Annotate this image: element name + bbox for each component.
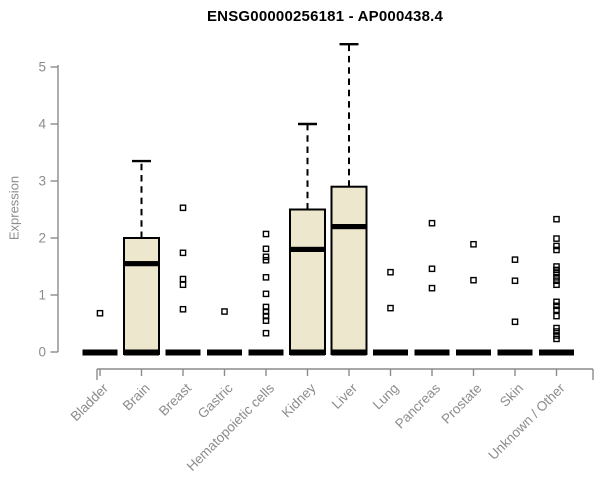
outlier-point [179, 249, 187, 257]
y-tick-label: 1 [38, 288, 46, 303]
outlier-point [553, 266, 560, 274]
box-iqr [330, 185, 368, 355]
outlier-point [262, 256, 270, 264]
outlier-point [553, 306, 560, 314]
outlier-point [553, 332, 560, 339]
zero-value-bar [290, 349, 325, 356]
outlier-point [262, 253, 270, 261]
zero-value-bar [124, 349, 159, 356]
x-tick-label: Kidney [279, 380, 319, 420]
zero-value-bar [165, 349, 201, 356]
outlier-point [553, 335, 560, 343]
outlier-point [553, 274, 560, 281]
outlier-point [553, 215, 560, 223]
box-iqr [123, 237, 160, 355]
x-tick-label: Prostate [438, 381, 484, 427]
chart-title: ENSG00000256181 - AP000438.4 [206, 8, 444, 25]
outlier-point [553, 242, 560, 250]
x-tick-label: Breast [156, 380, 194, 418]
outlier-point [428, 265, 436, 273]
outlier-point [387, 268, 394, 276]
y-tick-label: 0 [38, 345, 46, 360]
outlier-point [553, 263, 560, 270]
outlier-point [511, 256, 519, 263]
x-tick-label: Lung [370, 381, 402, 413]
median-line [291, 246, 324, 252]
outlier-point [553, 277, 560, 285]
outlier-point [553, 312, 560, 320]
zero-value-bar [373, 349, 408, 356]
zero-value-bar [248, 349, 284, 356]
zero-value-bar [414, 349, 450, 356]
outlier-point [179, 281, 187, 289]
x-tick-label: Skin [497, 381, 526, 410]
outlier-point [553, 235, 560, 242]
outlier-point [179, 275, 187, 283]
outlier-point [428, 219, 436, 227]
zero-value-bar [497, 349, 533, 356]
outlier-point [511, 318, 519, 326]
y-tick-label: 2 [38, 231, 46, 246]
zero-value-bar [456, 349, 491, 356]
outlier-point [179, 305, 187, 313]
outlier-point [179, 204, 187, 212]
x-tick-label: Pancreas [392, 380, 443, 431]
y-tick-label: 5 [38, 60, 46, 75]
x-tick-label: Liver [329, 380, 361, 412]
outlier-point [262, 245, 270, 253]
outlier-point [262, 230, 270, 238]
zero-value-bar [207, 349, 242, 356]
outlier-point [553, 324, 560, 332]
outlier-point [470, 276, 477, 284]
x-tick-label: Bladder [68, 380, 112, 424]
outlier-point [221, 308, 228, 315]
outlier-point [262, 317, 270, 324]
x-tick-label: Unknown / Other [485, 380, 568, 463]
outlier-point [553, 281, 560, 289]
outlier-point [553, 246, 560, 254]
outlier-point [262, 290, 270, 298]
outlier-point [262, 274, 270, 281]
outlier-point [262, 329, 270, 337]
outlier-point [96, 309, 104, 317]
zero-value-bar [331, 349, 367, 356]
median-line [125, 261, 158, 267]
zero-value-bar [539, 349, 574, 356]
outlier-point [553, 270, 560, 277]
outlier-point [387, 304, 394, 312]
box-iqr [289, 208, 326, 355]
outlier-point [470, 240, 477, 248]
outlier-point [511, 277, 519, 285]
x-tick-label: Brain [120, 381, 153, 414]
outlier-point [553, 328, 560, 335]
outlier-point [553, 298, 560, 306]
x-tick-label: Gastric [195, 380, 236, 421]
median-line [332, 224, 366, 230]
zero-value-bar [82, 349, 118, 356]
y-tick-label: 3 [38, 174, 46, 189]
outlier-point [428, 284, 436, 292]
outlier-point [553, 302, 560, 310]
y-tick-label: 4 [38, 117, 46, 132]
